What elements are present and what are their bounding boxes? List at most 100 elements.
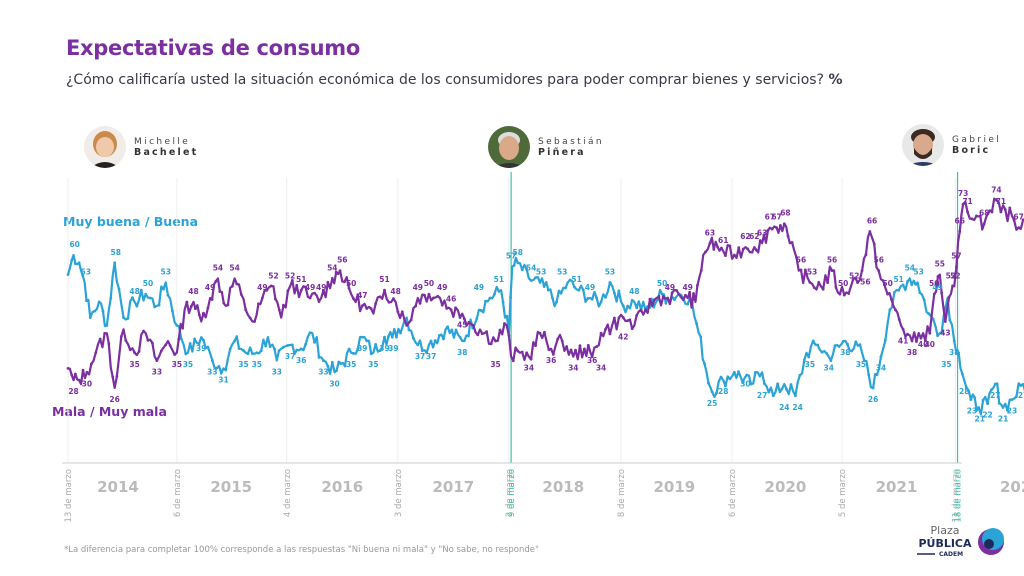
- data-point-mala: [661, 295, 665, 298]
- data-point-mala: [164, 343, 168, 347]
- data-point-buena: [529, 279, 533, 282]
- data-point-buena: [1010, 398, 1014, 402]
- data-label-buena: 35: [252, 360, 262, 369]
- data-point-mala: [547, 348, 551, 352]
- data-point-mala: [529, 357, 533, 361]
- data-point-mala: [494, 339, 497, 343]
- data-point-buena: [308, 331, 312, 335]
- data-point-buena: [586, 297, 590, 300]
- data-point-mala: [670, 291, 674, 295]
- data-label-mala: 54: [229, 263, 239, 272]
- data-point-mala: [485, 330, 489, 334]
- data-point-mala: [74, 372, 77, 376]
- data-point-mala: [762, 233, 766, 237]
- data-point-mala: [955, 265, 958, 269]
- data-point-buena: [339, 362, 343, 366]
- year-label: 2019: [653, 478, 695, 496]
- data-label-mala: 56: [873, 256, 883, 265]
- data-point-mala: [313, 291, 316, 295]
- data-label-mala: 34: [568, 364, 578, 373]
- plaza-publica-logo: Plaza PÚBLICA CADEM: [905, 522, 1015, 562]
- data-label-mala: 55: [935, 260, 945, 269]
- data-point-buena: [330, 360, 334, 364]
- data-point-mala: [696, 283, 699, 287]
- data-point-buena: [745, 373, 749, 377]
- data-point-mala: [369, 307, 373, 311]
- data-point-buena: [914, 282, 918, 286]
- data-point-mala: [295, 283, 299, 287]
- data-point-mala: [978, 214, 982, 218]
- data-point-buena: [854, 340, 858, 344]
- data-label-buena: 28: [718, 387, 728, 396]
- data-label-buena: 33: [318, 368, 328, 377]
- data-label-mala: 40: [918, 340, 928, 349]
- data-point-buena: [897, 288, 901, 292]
- legend-buena: Muy buena / Buena: [63, 214, 199, 229]
- data-point-mala: [644, 308, 647, 312]
- date-tick-label: 4 de marzo: [283, 469, 293, 517]
- data-label-mala: 63: [705, 228, 715, 237]
- data-point-mala: [467, 320, 471, 324]
- data-point-mala: [185, 300, 189, 304]
- data-label-buena: 35: [346, 360, 356, 369]
- data-point-mala: [476, 333, 480, 337]
- data-label-mala: 49: [205, 283, 215, 292]
- data-point-buena: [604, 295, 607, 299]
- data-point-buena: [407, 328, 411, 332]
- data-point-mala: [155, 359, 159, 362]
- date-tick-label: 13 de marzo: [64, 469, 74, 523]
- data-point-buena: [501, 300, 505, 304]
- data-label-mala: 48: [188, 287, 198, 296]
- data-point-mala: [990, 210, 994, 214]
- data-point-mala: [728, 244, 732, 248]
- president-bachelet: Michelle Bachelet: [84, 126, 198, 168]
- data-label-mala: 48: [390, 287, 400, 296]
- data-point-buena: [940, 330, 944, 334]
- data-point-buena: [516, 261, 520, 265]
- data-point-buena: [785, 387, 788, 391]
- data-point-mala: [679, 295, 683, 299]
- data-label-buena: 53: [605, 267, 615, 276]
- data-point-mala: [657, 295, 661, 298]
- data-label-mala: 50: [424, 279, 434, 288]
- data-point-mala: [864, 253, 868, 257]
- data-point-mala: [222, 301, 226, 305]
- data-point-mala: [202, 311, 205, 315]
- data-point-buena: [719, 375, 723, 379]
- data-point-mala: [334, 270, 338, 274]
- data-point-buena: [608, 280, 612, 284]
- data-label-buena: 50: [657, 279, 667, 288]
- data-point-buena: [875, 373, 879, 377]
- data-point-buena: [997, 401, 1001, 405]
- data-point-mala: [779, 224, 782, 227]
- data-point-buena: [304, 342, 308, 346]
- data-point-buena: [771, 394, 775, 398]
- data-point-mala: [923, 339, 927, 343]
- data-point-mala: [124, 339, 128, 342]
- data-point-buena: [179, 337, 183, 341]
- data-point-mala: [732, 253, 736, 257]
- president-last-name: Boric: [952, 144, 991, 156]
- data-point-mala: [648, 297, 652, 301]
- data-point-mala: [330, 277, 334, 280]
- data-point-buena: [858, 343, 862, 347]
- data-point-mala: [181, 326, 185, 330]
- data-point-mala: [838, 292, 842, 296]
- data-point-mala: [347, 286, 351, 290]
- data-point-buena: [837, 345, 841, 348]
- data-label-buena: 27: [990, 391, 1000, 400]
- data-label-mala: 49: [665, 283, 675, 292]
- data-point-mala: [586, 343, 590, 347]
- data-point-buena: [555, 300, 559, 304]
- data-point-buena: [525, 267, 529, 271]
- data-label-buena: 35: [368, 360, 378, 369]
- data-label-mala: 56: [796, 256, 806, 265]
- data-point-buena: [1001, 406, 1005, 409]
- data-label-mala: 34: [596, 364, 606, 373]
- data-point-buena: [802, 358, 806, 362]
- data-point-mala: [511, 359, 515, 363]
- data-point-mala: [277, 308, 281, 312]
- data-point-mala: [343, 280, 346, 284]
- data-label-buena: 38: [457, 348, 467, 357]
